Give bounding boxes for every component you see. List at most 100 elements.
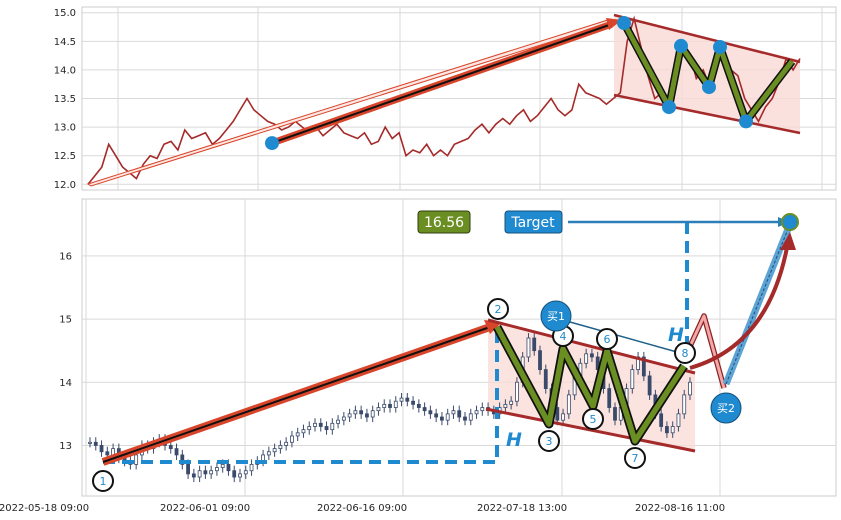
pivot-marker-1 — [92, 470, 114, 492]
candle-body — [168, 445, 173, 450]
top-pivot-dot — [674, 38, 688, 53]
candle-body — [532, 337, 537, 352]
top-trend-arrow-core — [271, 23, 613, 144]
bottom-curved-arrowhead — [780, 232, 796, 250]
target-box-text: Target — [510, 215, 555, 231]
candle-body — [278, 445, 283, 450]
candle-body — [266, 451, 271, 456]
candle-body — [566, 394, 571, 415]
candle-body — [365, 413, 369, 418]
top-channel-lower — [613, 93, 801, 135]
candle-body — [209, 470, 214, 475]
value-box-text: 16.56 — [424, 215, 464, 231]
x-tick-label: 2022-08-16 11:00 — [635, 503, 725, 514]
bottom-plot-area — [81, 198, 837, 497]
candle-body — [584, 353, 589, 364]
candle-body — [203, 470, 208, 475]
candle-body — [445, 413, 450, 421]
top-y-tick-label: 12.0 — [54, 180, 76, 191]
top-y-tick-label: 12.5 — [54, 151, 76, 162]
pivot-label-3: 3 — [546, 435, 553, 448]
top-pivot-dot — [662, 100, 676, 115]
candle-body — [457, 410, 462, 418]
top-y-tick-label: 14.5 — [54, 37, 76, 48]
top-pivot-dot — [617, 16, 631, 31]
candle-body — [249, 464, 254, 472]
top-channel-upper — [613, 13, 801, 64]
pivot-label-1: 1 — [100, 475, 107, 488]
top-start-dot — [265, 136, 279, 151]
candle-body — [307, 426, 312, 431]
bottom-zigzag — [494, 325, 687, 444]
bottom-y-tick-label: 15 — [59, 315, 72, 326]
candle-body — [405, 397, 410, 402]
pivot-marker-5 — [582, 408, 604, 430]
target-dot — [781, 213, 799, 231]
buy1-connector — [569, 321, 685, 355]
candle-body — [676, 413, 681, 427]
target-box — [504, 210, 563, 234]
bottom-y-tick-label: 13 — [59, 441, 72, 452]
candle-body — [243, 470, 248, 475]
candle-body — [428, 410, 433, 415]
candle-body — [174, 448, 179, 456]
candle-body — [341, 416, 346, 421]
candle-body — [370, 410, 375, 418]
top-pivot-dot — [713, 40, 727, 55]
candle-body — [538, 350, 542, 371]
candle-body — [468, 413, 473, 421]
candle-body — [682, 394, 687, 415]
x-tick-label: 2022-05-18 09:00 — [0, 503, 89, 514]
candle-body — [665, 426, 669, 434]
top-pivot-dot — [702, 80, 716, 95]
candle-body — [509, 400, 514, 405]
candle-body — [474, 410, 479, 415]
candle-body — [93, 441, 98, 446]
candle-body — [543, 369, 548, 389]
candle-body — [197, 470, 202, 478]
candle-body — [290, 435, 294, 443]
candle-body — [318, 422, 323, 427]
candle-body — [411, 400, 415, 405]
x-tick-label: 2022-06-16 09:00 — [317, 503, 407, 514]
buy1-label: 买1 — [547, 310, 565, 323]
candle-body — [220, 464, 225, 468]
x-tick-label: 2022-07-18 13:00 — [477, 503, 567, 514]
bottom-y-tick-label: 16 — [59, 251, 72, 262]
buy2-circle — [710, 392, 742, 424]
pivot-marker-7 — [624, 447, 646, 469]
candle-body — [515, 381, 519, 402]
bottom-curved-arrow — [689, 241, 790, 370]
pivot-marker-3 — [538, 430, 560, 452]
h-label-upper: H — [668, 324, 684, 346]
bottom-projection — [684, 314, 726, 389]
buy1-circle — [540, 300, 572, 332]
top-y-tick-label: 13.5 — [54, 94, 76, 105]
candle-body — [272, 448, 277, 453]
bottom-channel-upper — [487, 318, 696, 375]
candle-body — [399, 397, 404, 402]
candle-body — [105, 451, 110, 456]
candle-body — [134, 454, 139, 465]
pivot-label-7: 7 — [632, 452, 639, 465]
candle-body — [284, 441, 289, 446]
candle-body — [324, 426, 329, 431]
candle-body — [688, 381, 692, 396]
value-box — [417, 210, 471, 234]
candle-body — [226, 464, 231, 472]
candle-body — [330, 422, 335, 431]
candle-body — [451, 410, 456, 415]
pivot-marker-6 — [596, 328, 618, 350]
candle-body — [480, 407, 485, 412]
pivot-label-2: 2 — [495, 303, 502, 316]
candle-body — [336, 419, 340, 424]
candle-body — [301, 429, 306, 434]
h-label-lower: H — [506, 429, 522, 451]
pivot-label-5: 5 — [590, 413, 597, 426]
candle-body — [630, 369, 635, 389]
candle-body — [670, 426, 675, 434]
candle-body — [186, 464, 190, 475]
candle-body — [440, 416, 444, 421]
candle-body — [659, 413, 664, 427]
